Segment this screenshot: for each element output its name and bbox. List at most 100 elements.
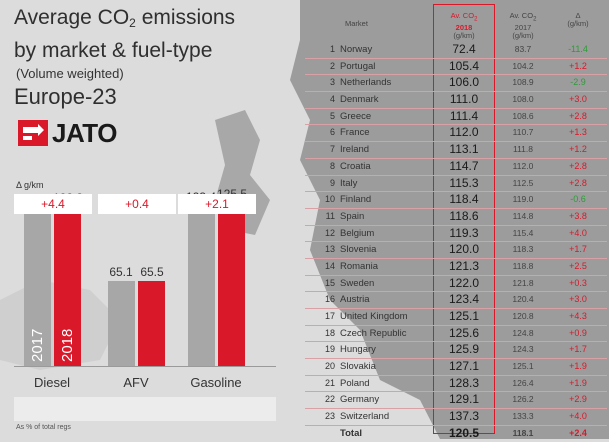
jato-arrow-icon — [23, 124, 44, 140]
co2-2017-cell: 111.8 — [512, 144, 533, 155]
co2-2018-cell: 121.3 — [448, 258, 480, 273]
table-row: 17 United Kingdom 125.1 120.8 +4.3 — [305, 309, 607, 326]
co2-2017-cell: 126.4 — [512, 377, 534, 388]
co2-2018-cell: 125.9 — [448, 342, 480, 357]
delta-cell: +2.9 — [569, 394, 587, 405]
market-cell: United Kingdom — [340, 311, 408, 322]
rank-cell: 4 — [329, 94, 335, 105]
co2-2017-cell: 126.2 — [512, 394, 534, 405]
table-row: 23 Switzerland 137.3 133.3 +4.0 — [305, 409, 607, 426]
total-2017-cell: 118.1 — [512, 427, 534, 438]
market-cell: Austria — [340, 294, 370, 306]
chart-title: Average CO2 emissions — [14, 6, 236, 30]
jato-logo: JATO — [18, 118, 117, 148]
table-row: 2 Portugal 105.4 104.2 +1.2 — [305, 59, 607, 76]
delta-cell: -2.9 — [570, 77, 586, 88]
co2-2017-cell: 124.3 — [512, 344, 534, 355]
co2-2018-cell: 115.3 — [449, 175, 479, 190]
market-cell: Norway — [340, 44, 373, 55]
co2-2018-cell: 120.0 — [448, 242, 480, 257]
co2-2018-cell: 118.6 — [449, 208, 479, 223]
rank-cell: 22 — [324, 394, 335, 405]
co2-2017-cell: 104.2 — [512, 60, 534, 71]
delta-cell: +3.0 — [569, 294, 587, 305]
table-row: 12 Belgium 119.3 115.4 +4.0 — [305, 226, 607, 243]
co2-2018-cell: 118.4 — [449, 192, 479, 207]
co2-2018-cell: 72.4 — [452, 42, 476, 56]
co2-2017-cell: 119.0 — [512, 194, 534, 205]
co2-2017-cell: 110.7 — [512, 127, 534, 138]
co2-2017-cell: 124.8 — [512, 327, 534, 338]
co2-2018-cell: 129.1 — [448, 392, 480, 407]
value-label-2017-afv: 65.1 — [109, 265, 133, 280]
rank-cell: 1 — [329, 44, 335, 54]
rank-cell: 16 — [324, 294, 335, 305]
year-label-2017: 2017 — [29, 328, 46, 362]
co2-2017-cell: 118.3 — [512, 244, 534, 255]
market-cell: Italy — [340, 177, 358, 189]
rank-cell: 21 — [324, 377, 335, 388]
value-label-2018-afv: 65.5 — [140, 264, 164, 279]
delta-box-gasoline: +2.1 — [178, 194, 256, 214]
table-row: 8 Croatia 114.7 112.0 +2.8 — [305, 159, 607, 176]
market-cell: Hungary — [340, 344, 376, 356]
rank-cell: 3 — [329, 77, 335, 88]
bar-2018-afv — [138, 280, 165, 366]
co2-2017-cell: 133.3 — [512, 411, 534, 422]
table-total-row: Total 120.5 118.1 +2.4 — [305, 426, 607, 442]
market-cell: Netherlands — [340, 77, 392, 89]
delta-cell: +2.5 — [569, 260, 587, 271]
market-cell: Sweden — [340, 277, 375, 289]
market-cell: Slovakia — [340, 361, 376, 373]
delta-cell: +2.8 — [569, 177, 587, 188]
co2-2017-cell: 115.4 — [512, 227, 534, 238]
rank-cell: 9 — [329, 177, 335, 188]
fuel-label-afv: AFV — [123, 375, 149, 390]
delta-cell: +0.9 — [569, 327, 587, 338]
bar-2017-gasoline — [188, 205, 215, 366]
bar-2018-gasoline — [218, 202, 245, 366]
co2-2017-cell: 108.0 — [512, 94, 534, 105]
market-table: Market Av. CO2 2018 (g/km) Av. CO2 2017 … — [305, 6, 607, 442]
rank-cell: 5 — [329, 110, 335, 121]
co2-2017-cell: 118.8 — [512, 260, 534, 271]
chart-title-line2: by market & fuel-type — [14, 39, 213, 62]
table-row: 11 Spain 118.6 114.8 +3.8 — [305, 209, 607, 226]
table-row: 16 Austria 123.4 120.4 +3.0 — [305, 292, 607, 309]
rank-cell: 14 — [324, 260, 335, 271]
co2-2018-cell: 111.0 — [449, 92, 479, 107]
table-row: 13 Slovenia 120.0 118.3 +1.7 — [305, 242, 607, 259]
delta-cell: +1.2 — [569, 60, 587, 71]
table-row: 3 Netherlands 106.0 108.9 -2.9 — [305, 75, 607, 93]
delta-cell: +2.8 — [569, 160, 587, 171]
bar-2017-afv — [108, 281, 135, 366]
market-cell: Poland — [340, 377, 370, 389]
table-row: 15 Sweden 122.0 121.8 +0.3 — [305, 276, 607, 293]
year-label-2018: 2018 — [59, 328, 76, 362]
rank-cell: 11 — [325, 210, 335, 221]
total-label: Total — [340, 427, 362, 439]
market-cell: Germany — [340, 394, 380, 406]
header-2018: Av. CO2 2018 (g/km) — [450, 11, 478, 40]
table-row: 7 Ireland 113.1 111.8 +1.2 — [305, 142, 607, 159]
rank-cell: 18 — [324, 327, 335, 338]
fuel-label-diesel: Diesel — [33, 375, 71, 390]
share-band — [14, 397, 276, 421]
delta-cell: +4.0 — [569, 227, 587, 238]
rank-cell: 12 — [324, 227, 335, 238]
table-row: 18 Czech Republic 125.6 124.8 +0.9 — [305, 326, 607, 343]
market-cell: Croatia — [340, 160, 371, 172]
delta-cell: +0.3 — [569, 277, 587, 288]
delta-axis-label: Δ g/km — [16, 180, 44, 190]
delta-cell: +3.0 — [569, 94, 587, 105]
table-row: 20 Slovakia 127.1 125.1 +1.9 — [305, 359, 607, 376]
table-row: 1 Norway 72.4 83.7 -11.4 — [305, 42, 607, 59]
table-row: 21 Poland 128.3 126.4 +1.9 — [305, 376, 607, 393]
table-body: 1 Norway 72.4 83.7 -11.4 2 Portugal 105.4 104.2 +… — [305, 42, 607, 442]
co2-2017-cell: 120.4 — [512, 294, 534, 305]
rank-cell: 2 — [329, 60, 335, 71]
table-row: 14 Romania 121.3 118.8 +2.5 — [305, 259, 607, 276]
co2-2018-cell: 125.6 — [448, 325, 480, 340]
column-2018-highlight — [433, 4, 495, 434]
delta-cell: +1.9 — [569, 377, 587, 388]
